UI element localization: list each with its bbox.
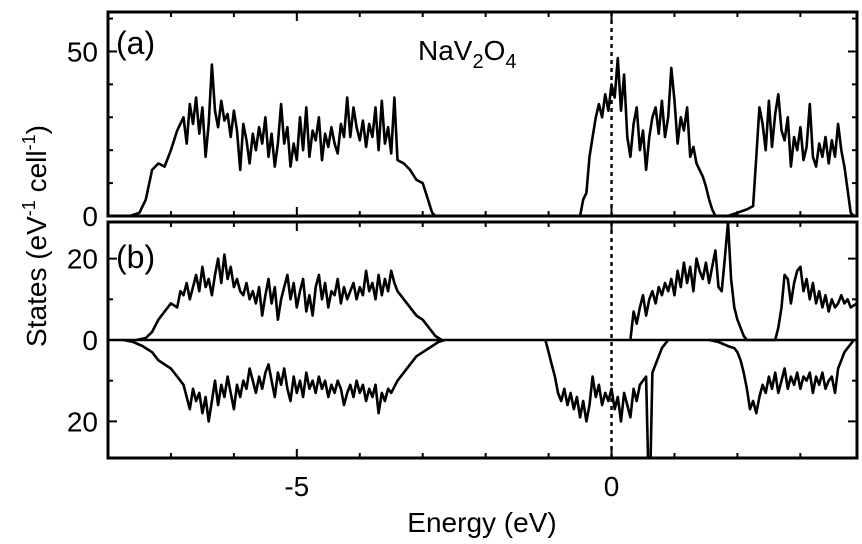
panel-a-ytick-label: 0: [82, 201, 98, 232]
panel-b-series-3: [123, 338, 446, 423]
x-tick-label: 0: [604, 471, 620, 502]
y-axis-label-sup1: -1: [19, 200, 39, 216]
y-axis-label-states: States (eV: [21, 216, 52, 347]
panel-b: (b) 20 0 20 -5 0: [67, 220, 859, 502]
panel-a-label: (a): [116, 25, 155, 61]
compound-formula: NaV2O4: [418, 35, 517, 73]
panel-b-frame: [106, 220, 859, 460]
y-axis-label-close: ): [21, 125, 52, 134]
panel-b-ytick-labels: 20 0 20: [67, 244, 98, 438]
x-axis-label: Energy (eV): [407, 507, 556, 538]
y-axis-label-sup2: -1: [19, 134, 39, 150]
panel-a-series-1: [129, 63, 437, 218]
formula-sub-1: 2: [472, 51, 483, 73]
panel-b-series-5: [708, 338, 855, 415]
panel-b-ytick-label: 0: [82, 325, 98, 356]
panel-a-frame: [106, 10, 859, 218]
panel-b-xtick-labels: -5 0: [284, 471, 619, 502]
formula-part-2: O: [484, 35, 506, 66]
formula-sub-2: 4: [505, 51, 516, 73]
panel-b-series-4: [544, 339, 670, 460]
panel-b-series-2: [629, 220, 858, 342]
panel-a-ytick-label: 50: [67, 36, 98, 67]
panel-a-curves: [129, 56, 855, 218]
panel-a: (a) NaV2O4 0 50: [67, 10, 859, 232]
panel-b-label: (b): [116, 239, 155, 275]
y-axis-label-cell: cell: [21, 150, 52, 200]
panel-a-series-2: [578, 56, 855, 218]
panel-b-ytick-label: 20: [67, 406, 98, 437]
panel-b-ytick-label: 20: [67, 244, 98, 275]
panel-b-series-1: [136, 253, 443, 342]
panel-a-ytick-labels: 0 50: [67, 36, 98, 232]
panel-b-curves: [108, 220, 858, 460]
formula-part-1: NaV: [418, 35, 473, 66]
x-tick-label: -5: [284, 471, 309, 502]
y-axis-label: States (eV-1 cell-1): [19, 125, 52, 347]
